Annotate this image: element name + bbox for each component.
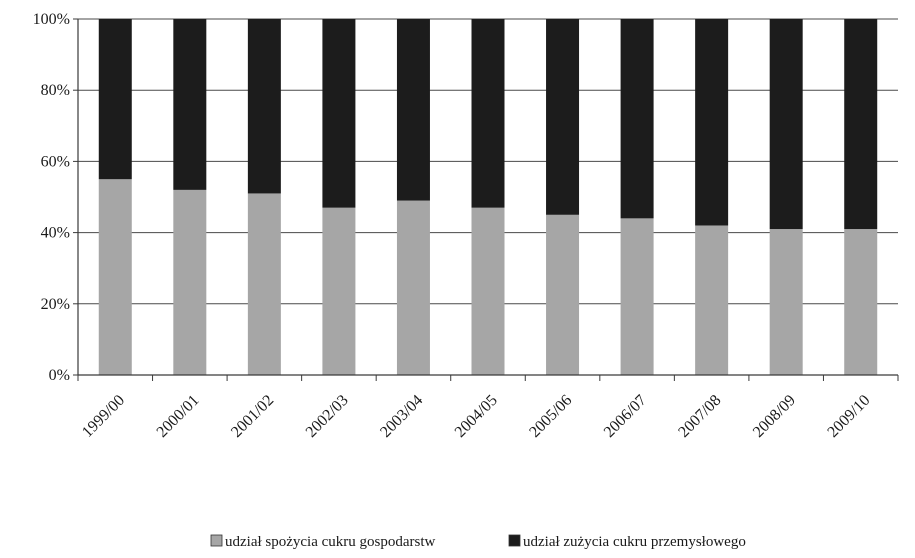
- bar-segment-household: [471, 207, 505, 375]
- bar-segment-industrial: [844, 19, 878, 230]
- bar-segment-household: [98, 179, 132, 375]
- bar-segment-household: [546, 214, 580, 375]
- x-tick-label: 2004/05: [452, 392, 501, 441]
- bars: [98, 19, 878, 375]
- legend-label-household: udział spożycia cukru gospodarstw: [225, 534, 436, 550]
- legend-swatch-industrial: [508, 534, 521, 547]
- bar-segment-industrial: [769, 19, 803, 230]
- y-tick-label: 40%: [41, 225, 70, 242]
- bar-segment-industrial: [322, 19, 356, 208]
- bar-segment-household: [620, 218, 654, 375]
- x-tick-label: 2003/04: [377, 392, 426, 441]
- bar-segment-industrial: [471, 19, 505, 208]
- y-tick-label: 60%: [41, 153, 70, 170]
- bar-segment-industrial: [247, 19, 281, 194]
- bar-segment-industrial: [98, 19, 132, 180]
- bar-segment-household: [322, 207, 356, 375]
- x-tick-label: 2005/06: [526, 392, 575, 441]
- bar-segment-industrial: [695, 19, 729, 226]
- x-tick-label: 2008/09: [750, 392, 799, 441]
- x-tick-label: 2001/02: [228, 392, 277, 441]
- x-tick-label: 2009/10: [824, 392, 873, 441]
- x-tick-label: 2007/08: [675, 392, 724, 441]
- bar-segment-household: [173, 189, 207, 375]
- bar-segment-industrial: [173, 19, 207, 190]
- x-tick-labels: 1999/00 2000/01 2001/02 2002/03 2003/04 2004/…: [79, 392, 874, 441]
- y-tick-labels: 0% 20% 40% 60% 80% 100%: [33, 11, 70, 384]
- x-tick-label: 2000/01: [154, 392, 203, 441]
- y-tick-label: 0%: [49, 367, 70, 384]
- bar-segment-household: [247, 193, 281, 375]
- y-tick-label: 80%: [41, 82, 70, 99]
- legend: udział spożycia cukru gospodarstw udział …: [210, 534, 746, 550]
- bar-segment-industrial: [546, 19, 580, 215]
- bar-segment-household: [396, 200, 430, 375]
- bar-segment-household: [769, 229, 803, 375]
- y-tick-label: 20%: [41, 296, 70, 313]
- x-tick-label: 2006/07: [601, 392, 650, 441]
- legend-swatch-household: [210, 534, 223, 547]
- x-tick-label: 2002/03: [303, 392, 352, 441]
- bar-segment-household: [695, 225, 729, 375]
- bar-segment-household: [844, 229, 878, 375]
- x-tick-label: 1999/00: [79, 392, 128, 441]
- legend-label-industrial: udział zużycia cukru przemysłowego: [523, 534, 746, 550]
- y-tick-label: 100%: [33, 11, 70, 28]
- bar-segment-industrial: [620, 19, 654, 219]
- axes: [73, 18, 899, 381]
- bar-segment-industrial: [396, 19, 430, 201]
